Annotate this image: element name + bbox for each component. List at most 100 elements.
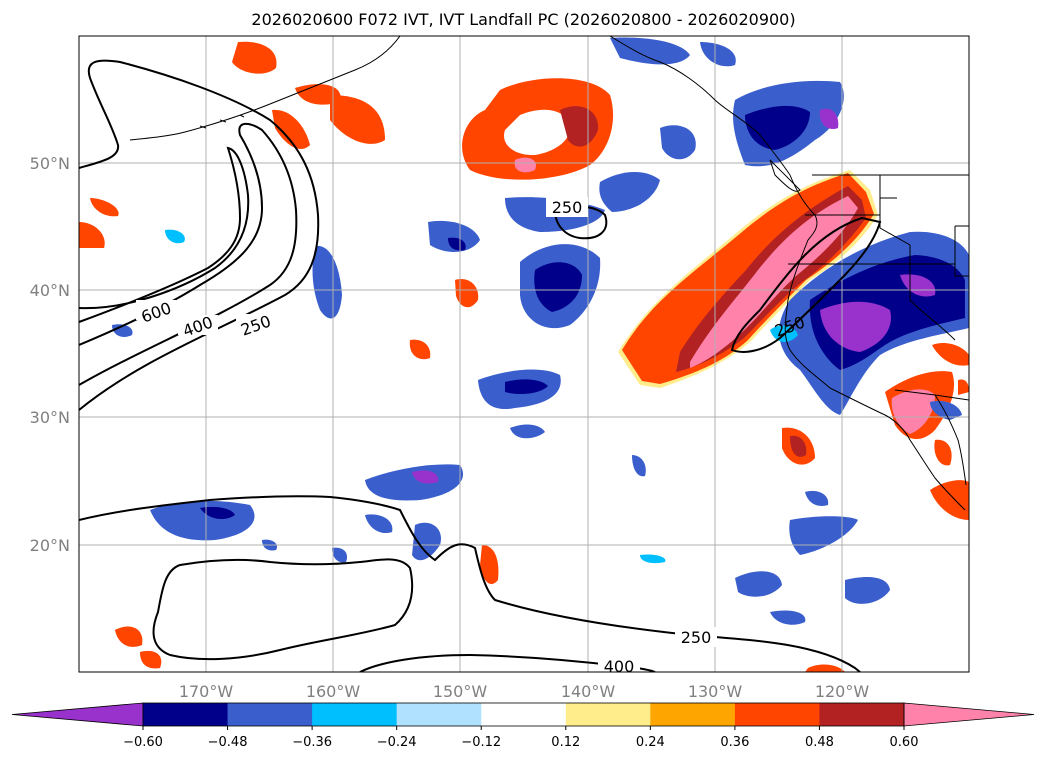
- socal-pink: [891, 389, 935, 434]
- se-blob-2: [735, 571, 782, 597]
- west-navy-blob: [165, 229, 185, 244]
- lat-label-20n: 20°N: [30, 536, 70, 555]
- baja-coast: [909, 439, 966, 511]
- alaska-coast: [609, 36, 791, 176]
- colorbar-tick-label: 0.24: [636, 735, 665, 750]
- contour-250-south-inner: [152, 558, 414, 661]
- hawaii-blob-1: [365, 464, 464, 501]
- alaska-peninsula: [184, 36, 401, 133]
- colorbar: −0.60 −0.48 −0.36 −0.24 −0.12 0.12 0.24 0.36 0.4…: [11, 702, 1035, 750]
- cent-blob-3-navy: [448, 237, 466, 251]
- colorbar-tick-label: 0.48: [805, 735, 834, 750]
- blob-south-3: [140, 650, 162, 669]
- west-blob-1: [79, 222, 105, 248]
- map-title: 2026020600 F072 IVT, IVT Landfall PC (20…: [251, 10, 796, 29]
- colorbar-extend-min: [11, 702, 144, 727]
- contour-label-250-gulf: 250: [552, 198, 583, 217]
- hawaii-blob-4: [412, 522, 441, 561]
- colorbar-tick-label: −0.48: [208, 735, 248, 750]
- contour-250-west: [79, 59, 320, 411]
- colorbar-tick-label: −0.24: [377, 735, 417, 750]
- north-blob-1: [232, 41, 277, 74]
- negative-pc-field: [112, 37, 969, 625]
- west-blob-2: [90, 198, 119, 217]
- coast-se-4: [930, 480, 969, 520]
- hawaii-blob-2-navy: [200, 506, 235, 520]
- lon-label-170w: 170°W: [179, 682, 234, 701]
- north-blob-3: [330, 95, 385, 144]
- vancouver-island: [769, 159, 801, 192]
- bc-coast-purple: [819, 108, 839, 130]
- coastlines: [129, 36, 967, 511]
- colorbar-segment: [312, 703, 398, 726]
- colorbar-tick-label: −0.60: [123, 735, 163, 750]
- lat-label-50n: 50°N: [30, 154, 70, 173]
- se-blob-7: [930, 400, 962, 420]
- se-blob-4: [805, 490, 829, 506]
- colorbar-tick-label: −0.36: [292, 735, 332, 750]
- contour-label-250-south: 250: [681, 628, 712, 647]
- gulf-ring-inner: [504, 109, 571, 156]
- blob-mid-2: [409, 339, 431, 360]
- blob-mid-1: [455, 279, 479, 308]
- colorbar-segment: [143, 703, 229, 726]
- interior-purple-2: [900, 274, 936, 297]
- bc-north-blue-2: [700, 42, 736, 67]
- lon-label-140w: 140°W: [561, 682, 616, 701]
- se-blob-5: [770, 610, 806, 625]
- longitude-labels: 170°W 160°W 150°W 140°W 130°W 120°W: [179, 682, 870, 701]
- north-blob-4: [272, 109, 310, 149]
- colorbar-tick-label: −0.12: [461, 735, 501, 750]
- graticule: [79, 36, 969, 672]
- latitude-labels: 50°N 40°N 30°N 20°N: [30, 154, 70, 555]
- cent-blob-1-navy: [534, 262, 582, 312]
- positive-pc-field: [79, 41, 969, 672]
- colorbar-tick-label: 0.60: [890, 735, 919, 750]
- colorbar-ticks: −0.60 −0.48 −0.36 −0.24 −0.12 0.12 0.24 0.36 0.4…: [123, 726, 918, 750]
- bc-coast-navy: [745, 105, 810, 150]
- id-border: [879, 198, 911, 264]
- contour-250-coast: [730, 216, 882, 353]
- coast-se-3: [934, 439, 952, 466]
- cent-blob-7: [312, 245, 342, 319]
- bc-north-blue: [610, 37, 690, 65]
- blob-bottom-right: [805, 664, 845, 672]
- us-west-coast: [784, 239, 911, 441]
- cent-blob-6: [660, 125, 696, 160]
- lat-label-40n: 40°N: [30, 281, 70, 300]
- colorbar-frame: [142, 702, 905, 727]
- cent-blob-2-navy: [505, 379, 548, 394]
- gulf-ring-red: [560, 106, 599, 147]
- east-box: [954, 225, 969, 264]
- hawaii-blob-1-purple: [412, 470, 439, 484]
- colorbar-tick-label: 0.36: [720, 735, 749, 750]
- colorbar-tick-label: 0.12: [551, 735, 580, 750]
- coast-se-1: [932, 343, 969, 366]
- aleutian-chain: [129, 114, 245, 141]
- colorbar-extend-max: [903, 702, 1035, 727]
- colorbar-segment: [227, 703, 313, 726]
- coast-se-2: [958, 379, 969, 395]
- blob-south-1: [480, 545, 499, 585]
- contour-600-west: [79, 146, 250, 323]
- blob-se-1-red: [790, 435, 807, 457]
- lon-label-160w: 160°W: [306, 682, 361, 701]
- contour-400-west: [79, 122, 298, 386]
- map-content: 600 400 250 250 250 250 400: [79, 36, 969, 672]
- cent-blob-3: [428, 220, 480, 252]
- colorbar-segment: [565, 703, 651, 726]
- se-blob-6: [640, 554, 666, 564]
- cent-blob-5: [599, 171, 660, 212]
- contour-labels: 600 400 250 250 250 250 400: [136, 197, 807, 672]
- mex-border: [894, 389, 969, 401]
- gulf-ring-pink: [514, 157, 536, 173]
- cent-blob-9: [632, 455, 646, 477]
- interior-purple: [820, 301, 891, 352]
- hawaii-blob-3: [365, 514, 393, 534]
- colorbar-segment: [819, 703, 905, 726]
- cent-blob-8: [510, 424, 545, 439]
- baja-gulf: [934, 394, 967, 486]
- lon-label-150w: 150°W: [433, 682, 488, 701]
- colorbar-segment: [396, 703, 482, 726]
